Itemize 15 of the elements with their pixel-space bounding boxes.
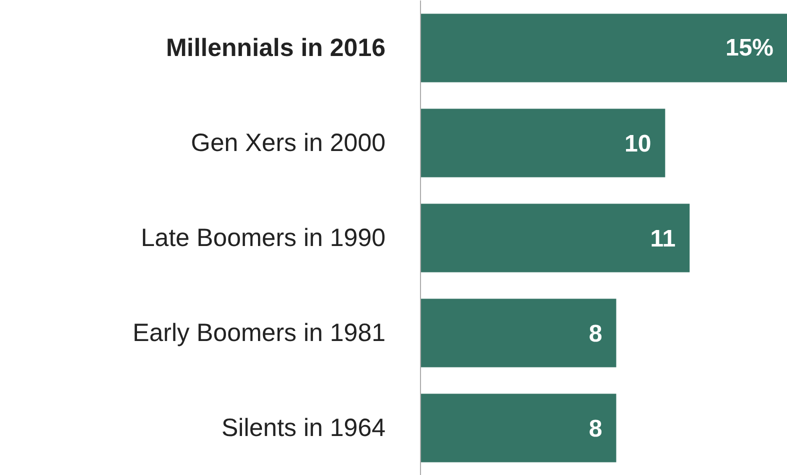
bar <box>420 14 787 82</box>
y-tick-label: Early Boomers in 1981 <box>132 319 386 347</box>
bar <box>420 108 666 178</box>
y-tick-label: Silents in 1964 <box>222 414 386 442</box>
y-tick-label: Late Boomers in 1990 <box>140 224 386 252</box>
data-label: 10 <box>624 130 652 158</box>
y-tick-label: Millennials in 2016 <box>166 34 386 62</box>
data-label: 8 <box>588 320 602 348</box>
bar <box>420 204 690 272</box>
bar <box>420 298 616 368</box>
data-label: 8 <box>588 416 602 442</box>
data-label: 11 <box>650 226 676 252</box>
data-label: 15% <box>725 34 774 62</box>
bar <box>420 394 616 462</box>
y-tick-label: Gen Xers in 2000 <box>190 129 386 157</box>
